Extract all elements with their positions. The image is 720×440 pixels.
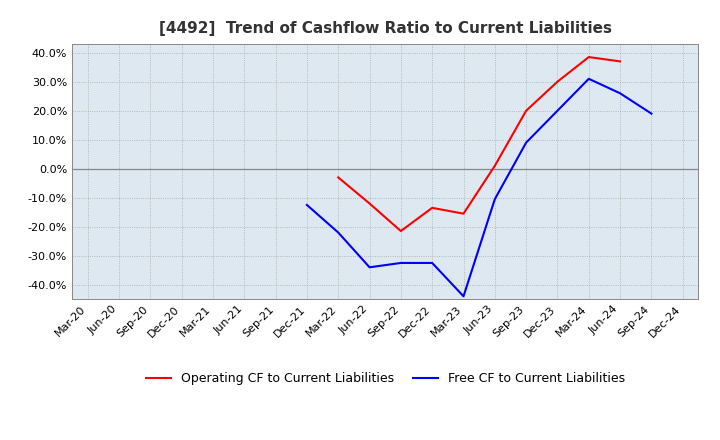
Operating CF to Current Liabilities: [522, 108, 531, 114]
Free CF to Current Liabilities: [522, 140, 531, 145]
Free CF to Current Liabilities: [459, 293, 468, 299]
Legend: Operating CF to Current Liabilities, Free CF to Current Liabilities: Operating CF to Current Liabilities, Fre…: [140, 367, 630, 390]
Free CF to Current Liabilities: [585, 76, 593, 81]
Operating CF to Current Liabilities: [365, 201, 374, 206]
Operating CF to Current Liabilities: [490, 163, 499, 169]
Free CF to Current Liabilities: [428, 260, 436, 266]
Free CF to Current Liabilities: [647, 111, 656, 116]
Free CF to Current Liabilities: [302, 202, 311, 208]
Free CF to Current Liabilities: [397, 260, 405, 266]
Line: Free CF to Current Liabilities: Free CF to Current Liabilities: [307, 79, 652, 296]
Operating CF to Current Liabilities: [459, 211, 468, 216]
Operating CF to Current Liabilities: [334, 175, 343, 180]
Title: [4492]  Trend of Cashflow Ratio to Current Liabilities: [4492] Trend of Cashflow Ratio to Curren…: [158, 21, 612, 36]
Operating CF to Current Liabilities: [428, 205, 436, 210]
Free CF to Current Liabilities: [334, 230, 343, 235]
Free CF to Current Liabilities: [365, 265, 374, 270]
Free CF to Current Liabilities: [616, 91, 624, 96]
Operating CF to Current Liabilities: [616, 59, 624, 64]
Operating CF to Current Liabilities: [553, 79, 562, 84]
Free CF to Current Liabilities: [553, 108, 562, 114]
Line: Operating CF to Current Liabilities: Operating CF to Current Liabilities: [338, 57, 620, 231]
Free CF to Current Liabilities: [490, 197, 499, 202]
Operating CF to Current Liabilities: [397, 228, 405, 234]
Operating CF to Current Liabilities: [585, 55, 593, 60]
